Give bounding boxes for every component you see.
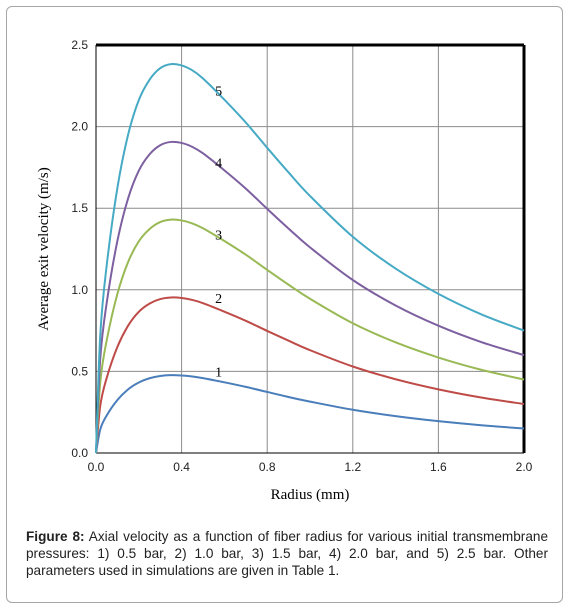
series-label-3: 3 xyxy=(215,228,222,243)
x-tick-label: 1.2 xyxy=(344,460,361,474)
series-line-5 xyxy=(95,62,525,454)
y-tick-label: 1.0 xyxy=(71,283,88,297)
y-tick-label: 2.0 xyxy=(71,120,88,134)
figure-frame xyxy=(6,6,563,603)
y-tick-label: 2.5 xyxy=(71,38,88,52)
caption-label: Figure 8: xyxy=(26,529,85,544)
series-line-3 xyxy=(95,218,525,454)
x-tick-label: 1.6 xyxy=(430,460,447,474)
x-axis-label: Radius (mm) xyxy=(271,487,350,503)
series-label-5: 5 xyxy=(215,85,222,100)
x-tick-label: 2.0 xyxy=(516,460,533,474)
y-axis-label: Average exit velocity (m/s) xyxy=(36,167,52,330)
series-line-2 xyxy=(95,296,525,454)
x-tick-label: 0.8 xyxy=(259,460,276,474)
series-line-1 xyxy=(95,374,525,454)
caption-text: Axial velocity as a function of fiber ra… xyxy=(26,529,548,578)
y-tick-label: 0.0 xyxy=(71,446,88,460)
series-label-2: 2 xyxy=(215,292,222,307)
y-tick-label: 0.5 xyxy=(71,364,88,378)
series-line-4 xyxy=(95,140,525,454)
x-tick-label: 0.0 xyxy=(88,460,105,474)
x-tick-label: 0.4 xyxy=(173,460,190,474)
series-label-4: 4 xyxy=(215,157,222,172)
series-label-1: 1 xyxy=(215,365,222,380)
figure-caption: Figure 8: Axial velocity as a function o… xyxy=(26,528,548,579)
line-chart: 0.0 0.5 1.0 1.5 2.0 2.5 0.0 0.4 0.8 1.2 1.6 2.0 Radi… xyxy=(36,38,533,503)
y-tick-label: 1.5 xyxy=(71,201,88,215)
